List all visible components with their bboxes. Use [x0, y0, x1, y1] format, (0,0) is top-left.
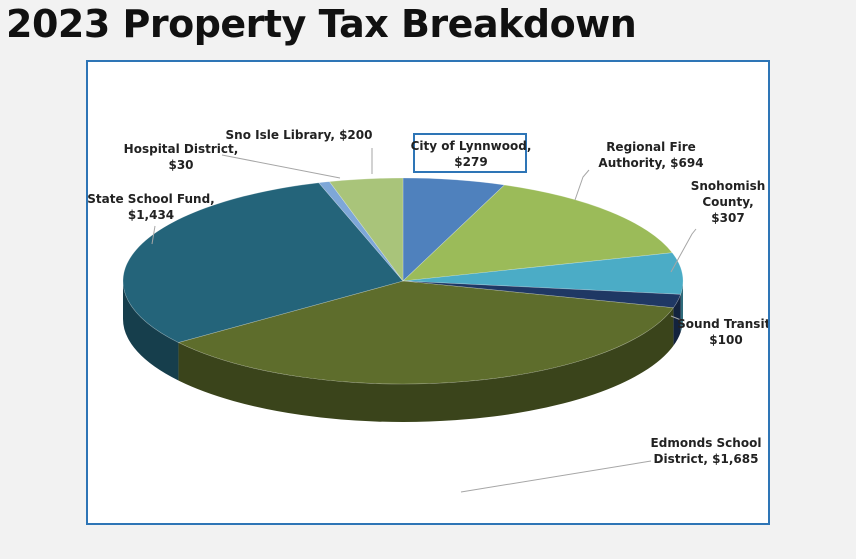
leader-line-edmonds-school-district — [460, 460, 652, 493]
leader-line-snohomish-county — [670, 228, 697, 273]
chart-frame: City of Lynnwood, $279 Regional Fire Author… — [86, 60, 770, 525]
data-label-city-of-lynnwood: City of Lynnwood, $279 — [411, 139, 532, 169]
data-label-sno-isle-library: Sno Isle Library, $200 — [226, 128, 373, 142]
pie-side-state-school-fund — [123, 281, 179, 381]
leader-line-sound-transit — [670, 315, 682, 321]
pie-tops — [122, 177, 684, 385]
pie-labels: City of Lynnwood, $279 Regional Fire Author… — [88, 128, 768, 466]
data-label-snohomish-county: Snohomish County, $307 — [691, 179, 766, 225]
pie-leader-lines — [151, 148, 697, 493]
leader-line-hospital-district — [221, 154, 341, 179]
pie-side-edmonds-school-district — [178, 307, 674, 422]
leader-line-state-school-fund — [151, 225, 156, 245]
leader-line-regional-fire-authority — [574, 169, 590, 201]
highlight-box-city-of-lynnwood — [413, 133, 527, 173]
pie-sides — [123, 281, 683, 422]
data-label-regional-fire-authority: Regional Fire Authority, $694 — [598, 140, 703, 170]
data-label-edmonds-school-district: Edmonds School District, $1,685 — [651, 436, 762, 466]
pie-side-snohomish-county — [680, 281, 683, 333]
page-title: 2023 Property Tax Breakdown — [6, 2, 637, 46]
pie-top-shading — [123, 178, 683, 384]
data-label-state-school-fund: State School Fund, $1,434 — [88, 192, 215, 222]
pie-chart: City of Lynnwood, $279 Regional Fire Author… — [88, 128, 768, 493]
data-label-hospital-district: Hospital District, $30 — [124, 142, 239, 172]
pie-side-sound-transit — [673, 294, 681, 346]
data-label-sound-transit: Sound Transit, $100 — [677, 317, 768, 347]
